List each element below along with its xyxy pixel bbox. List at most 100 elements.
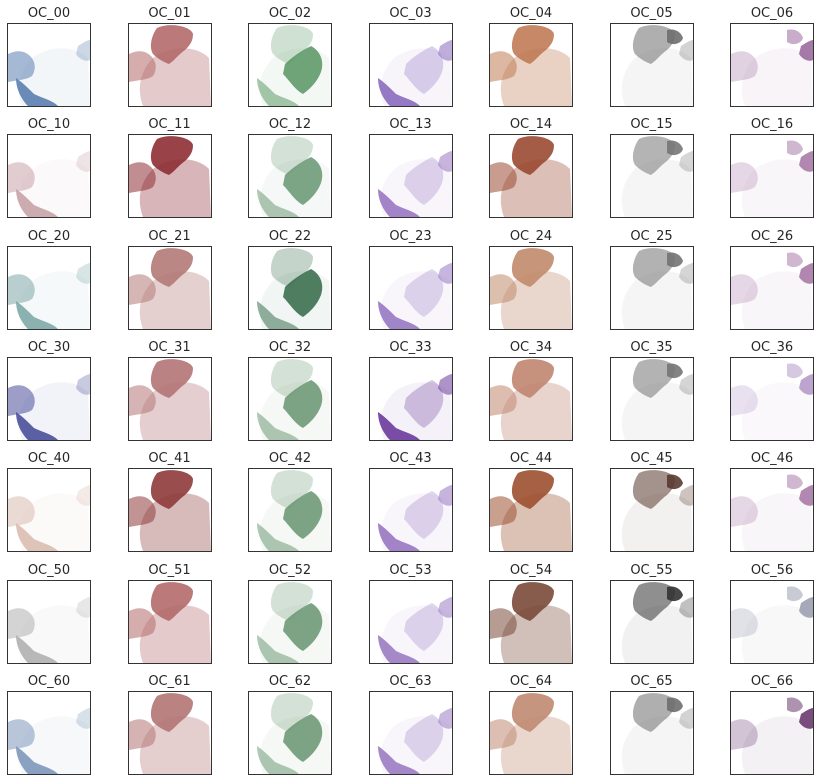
brain-region-background <box>139 382 211 440</box>
brain-region-background <box>741 270 813 329</box>
panel-frame <box>609 579 694 664</box>
panel-map <box>128 247 211 329</box>
panel-map <box>731 252 813 329</box>
brain-region-background <box>500 716 572 774</box>
panel-map <box>377 707 452 774</box>
brain-region-left <box>8 496 35 528</box>
brain-region-tr <box>787 474 803 490</box>
brain-region-right <box>76 596 90 618</box>
brain-region-right <box>799 596 813 618</box>
panel-map <box>377 262 452 329</box>
brain-region-background <box>500 604 572 663</box>
panel-map <box>731 140 813 218</box>
brain-region-left <box>8 162 35 194</box>
brain-region-top <box>511 581 554 621</box>
panel-map <box>128 25 211 106</box>
brain-region-tr <box>787 363 803 378</box>
brain-region-disc <box>500 382 572 440</box>
brain-region-top <box>150 581 193 621</box>
brain-region-left <box>731 719 758 750</box>
brain-region-lower <box>257 300 299 329</box>
panel-title: OC_54 <box>509 562 553 578</box>
panel-map <box>257 136 331 218</box>
panel-frame <box>127 245 212 330</box>
brain-region-lower <box>16 745 58 774</box>
panel-title: OC_62 <box>268 673 312 689</box>
brain-region-right <box>799 707 813 729</box>
panel-title: OC_16 <box>750 117 794 133</box>
panel-title: OC_65 <box>630 673 673 689</box>
panel-map <box>377 596 452 663</box>
brain-region-background <box>621 604 693 663</box>
brain-region-right <box>678 596 693 618</box>
brain-region-right <box>437 40 452 61</box>
brain-region-background <box>139 604 211 663</box>
panel-map <box>490 359 572 440</box>
panel-title: OC_41 <box>148 451 191 467</box>
panel-frame <box>248 134 332 219</box>
panel-frame <box>7 23 91 107</box>
panel-map <box>621 359 693 440</box>
panel-map <box>8 485 90 552</box>
brain-region-center <box>283 268 323 317</box>
brain-region-top <box>150 247 193 287</box>
brain-region-top <box>632 136 675 176</box>
brain-region-top <box>511 470 554 510</box>
brain-region-background <box>380 382 452 440</box>
panel-frame <box>248 468 332 553</box>
brain-region-top <box>632 692 675 732</box>
panel-map <box>731 697 813 774</box>
brain-region-left <box>731 385 758 416</box>
panel-frame <box>489 245 573 330</box>
panel-map <box>621 136 693 218</box>
brain-region-tr <box>787 29 803 45</box>
panel-frame <box>7 245 91 330</box>
brain-region-right <box>76 151 90 173</box>
panel-title: OC_34 <box>509 339 553 355</box>
brain-region-background <box>500 270 572 329</box>
panel-map <box>490 470 572 552</box>
panel-frame <box>7 134 91 219</box>
panel-map <box>257 470 331 552</box>
panel-title: OC_64 <box>509 673 553 689</box>
brain-region-lower <box>377 745 420 774</box>
panel-map <box>490 25 572 106</box>
panel-map <box>128 692 211 774</box>
brain-region-right <box>799 485 813 506</box>
brain-region-lower <box>16 634 58 663</box>
panel-title: OC_63 <box>389 673 432 689</box>
brain-region-right <box>437 707 452 729</box>
brain-region-center <box>403 46 443 94</box>
brain-region-top <box>511 247 554 287</box>
panel-map <box>377 485 452 552</box>
brain-region-lower <box>257 189 299 218</box>
brain-region-background <box>139 48 211 106</box>
brain-region-center <box>283 157 323 206</box>
brain-region-disc <box>500 493 572 552</box>
brain-region-center <box>283 602 323 651</box>
panel-title: OC_35 <box>630 339 673 355</box>
brain-region-top <box>270 25 313 64</box>
panel-map <box>8 373 90 440</box>
brain-region-left <box>128 162 156 194</box>
brain-region-left <box>731 51 758 82</box>
brain-region-right <box>76 373 90 395</box>
brain-region-top <box>270 692 313 732</box>
panel-title: OC_25 <box>630 228 673 244</box>
brain-region-right <box>76 40 90 61</box>
panel-frame <box>368 356 453 441</box>
brain-region-disc <box>139 48 211 106</box>
panel-title: OC_03 <box>389 6 432 21</box>
panel-frame <box>368 690 453 775</box>
brain-region-tr <box>787 140 803 156</box>
brain-region-left <box>8 385 35 416</box>
panel-map <box>621 25 693 106</box>
panel-frame <box>730 134 814 219</box>
panel-title: OC_12 <box>268 117 312 133</box>
brain-region-left <box>128 51 156 82</box>
panel-map <box>377 40 452 106</box>
brain-region-disc <box>139 604 211 663</box>
panel-frame <box>368 134 453 219</box>
panel-frame <box>368 245 453 330</box>
brain-region-disc <box>500 270 572 329</box>
